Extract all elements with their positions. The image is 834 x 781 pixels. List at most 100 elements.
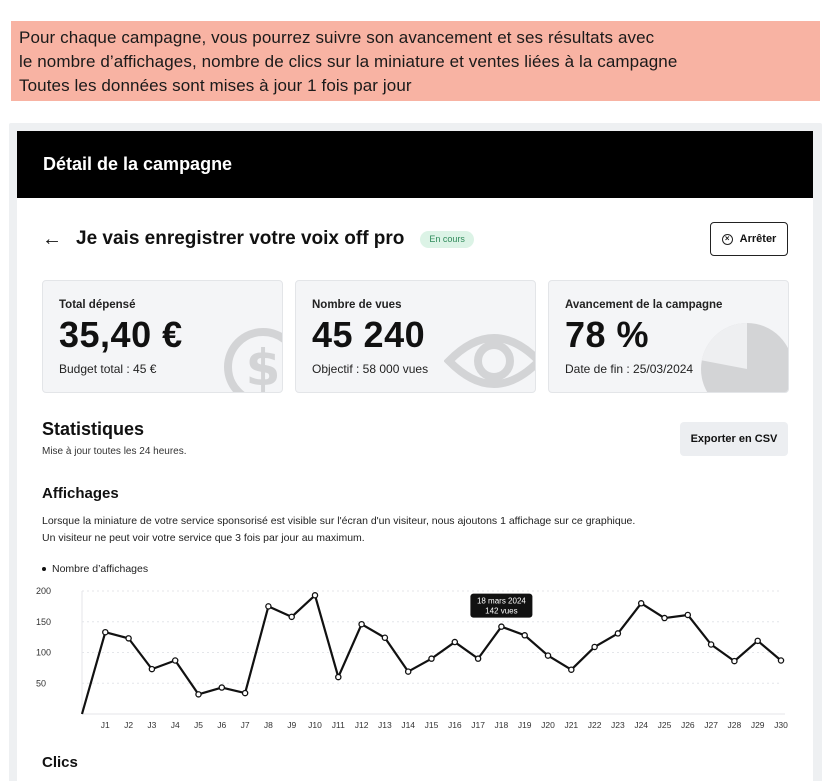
data-point — [707, 641, 715, 648]
x-tick-label: J20 — [541, 720, 555, 730]
card-subtext: Date de fin : 25/03/2024 — [565, 362, 694, 376]
card-label: Nombre de vues — [312, 299, 402, 311]
data-point — [591, 643, 598, 651]
data-point — [474, 655, 482, 662]
card-value: 45 240 — [312, 314, 426, 355]
x-tick-label: J28 — [728, 720, 742, 730]
description-line: Un visiteur ne peut voir votre service q… — [42, 532, 365, 544]
x-tick-label: J21 — [564, 720, 578, 730]
data-point — [661, 614, 668, 622]
card-value: 35,40 € — [59, 314, 183, 355]
data-point — [218, 684, 226, 691]
x-tick-label: J6 — [217, 720, 226, 730]
clics-title: Clics — [42, 754, 78, 771]
data-point — [265, 603, 272, 610]
description-line: Lorsque la miniature de votre service sp… — [42, 515, 636, 527]
data-point — [614, 630, 622, 637]
tooltip-text: 18 mars 2024 — [477, 597, 526, 606]
data-point — [148, 665, 156, 673]
x-tick-label: J29 — [751, 720, 765, 730]
data-point — [358, 620, 365, 628]
svg-text:$: $ — [246, 339, 281, 393]
data-point — [777, 657, 785, 664]
data-point — [335, 673, 342, 681]
x-tick-label: J30 — [774, 720, 788, 730]
data-point — [684, 611, 692, 619]
arrow-left-icon[interactable]: ← — [42, 228, 62, 250]
card-label: Total dépensé — [59, 299, 136, 311]
affichages-chart: 50 100 150 200 J1 J2 J3 J4 J5 J6 J7 J8 J9 J10 J11 J12 J1… — [36, 586, 788, 730]
card-subtext: Budget total : 45 € — [59, 362, 157, 376]
data-point — [288, 613, 295, 621]
x-tick-label: J15 — [425, 720, 439, 730]
data-point — [171, 657, 179, 664]
page-title: Détail de la campagne — [43, 154, 233, 174]
data-point — [102, 628, 109, 636]
x-tick-label: J26 — [681, 720, 695, 730]
card-value: 78 % — [565, 314, 650, 355]
dollar-circle-icon: $ — [224, 328, 282, 393]
data-point — [521, 632, 528, 639]
x-tick-label: J19 — [518, 720, 532, 730]
x-tick-label: J27 — [704, 720, 718, 730]
data-point — [404, 668, 412, 675]
x-tick-label: J9 — [287, 720, 296, 730]
data-point — [311, 592, 319, 599]
data-point — [125, 635, 132, 642]
x-tick-label: J10 — [308, 720, 322, 730]
status-badge: En cours — [420, 230, 474, 248]
banner-line: Toutes les données sont mises à jour 1 f… — [19, 76, 412, 95]
data-point — [428, 655, 435, 662]
stop-button-label: Arrêter — [739, 233, 777, 245]
x-tick-label: J4 — [171, 720, 180, 730]
campaign-title: Je vais enregistrer votre voix off pro — [76, 228, 405, 249]
x-tick-label: J22 — [588, 720, 602, 730]
affichages-title: Affichages — [42, 485, 119, 502]
y-tick-label: 100 — [36, 648, 51, 658]
views-card: Nombre de vues 45 240 Objectif : 58 000 … — [295, 280, 536, 393]
info-banner: Pour chaque campagne, vous pourrez suivr… — [11, 21, 820, 101]
x-tick-label: J25 — [658, 720, 672, 730]
y-tick-label: 50 — [36, 678, 46, 688]
data-point — [498, 623, 505, 630]
data-point — [754, 637, 761, 645]
y-tick-label: 200 — [36, 586, 51, 596]
card-subtext: Objectif : 58 000 vues — [312, 362, 429, 376]
affichages-description: Lorsque la miniature de votre service sp… — [42, 513, 635, 547]
spent-card: $ Total dépensé 35,40 € Budget total : 4… — [42, 280, 283, 393]
y-tick-label: 150 — [36, 617, 51, 627]
data-point — [544, 652, 552, 659]
data-point — [637, 600, 645, 607]
export-csv-button[interactable]: Exporter en CSV — [680, 422, 788, 456]
page-header: Détail de la campagne — [17, 131, 813, 198]
data-point — [731, 657, 738, 665]
stats-title: Statistiques — [42, 419, 145, 439]
banner-line: Pour chaque campagne, vous pourrez suivr… — [19, 28, 655, 47]
x-tick-label: J14 — [401, 720, 415, 730]
stop-button[interactable]: × Arrêter — [710, 222, 788, 256]
x-circle-icon: × — [721, 233, 733, 245]
x-tick-label: J17 — [471, 720, 485, 730]
eye-icon — [444, 334, 535, 388]
x-tick-label: J23 — [611, 720, 625, 730]
stats-subtitle: Mise à jour toutes les 24 heures. — [42, 446, 187, 457]
x-tick-label: J5 — [194, 720, 203, 730]
legend-label: Nombre d’affichages — [52, 563, 149, 575]
x-tick-label: J18 — [495, 720, 509, 730]
pie-progress-icon — [701, 323, 788, 392]
series-line — [80, 594, 782, 715]
card-label: Avancement de la campagne — [565, 299, 723, 311]
legend-dot-icon — [42, 567, 46, 571]
x-tick-label: J12 — [355, 720, 369, 730]
tooltip-text: 142 vues — [485, 607, 517, 616]
x-tick-label: J3 — [147, 720, 156, 730]
campaign-detail: ← Je vais enregistrer votre voix off pro… — [17, 198, 813, 781]
data-point — [451, 638, 459, 646]
data-point — [568, 666, 575, 673]
x-tick-label: J16 — [448, 720, 462, 730]
data-point — [241, 689, 249, 697]
x-tick-label: J13 — [378, 720, 392, 730]
x-tick-label: J1 — [101, 720, 110, 730]
x-tick-label: J7 — [241, 720, 250, 730]
